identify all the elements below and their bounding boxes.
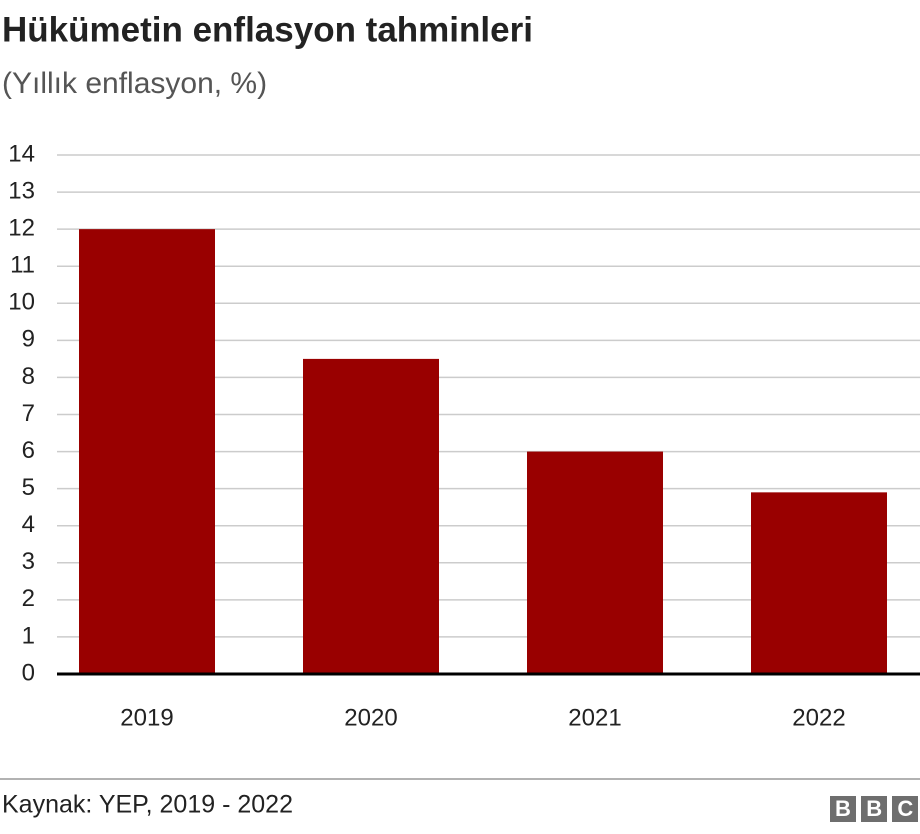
y-tick-label: 13 [8,177,35,204]
y-tick-label: 11 [10,252,35,279]
y-tick-label: 8 [22,363,35,390]
y-tick-label: 3 [22,548,35,575]
y-tick-label: 2 [22,585,35,612]
bar [79,229,215,674]
logo-box [861,796,887,822]
x-tick-label: 2021 [568,704,621,731]
logo-box [892,796,918,822]
bar [527,451,663,674]
chart-subtitle: (Yıllık enflasyon, %) [2,67,267,100]
y-tick-label: 6 [22,437,35,464]
chart-title: Hükümetin enflasyon tahminleri [2,10,533,49]
y-tick-label: 5 [22,474,35,501]
logo: BBC [830,796,920,822]
y-tick-label: 9 [22,326,35,353]
y-tick-label: 4 [22,511,35,538]
x-tick-label: 2020 [344,704,397,731]
logo-box [830,796,856,822]
bar [751,492,887,674]
x-tick-label: 2022 [792,704,845,731]
source: Kaynak: YEP, 2019 - 2022 [2,791,293,819]
bar [303,358,439,674]
y-tick-label: 7 [22,400,35,427]
x-tick-label: 2019 [120,704,173,731]
y-tick-label: 10 [8,289,35,316]
y-tick-label: 1 [22,622,35,649]
y-tick-label: 12 [8,214,35,241]
y-tick-label: 0 [22,659,35,686]
y-tick-label: 14 [8,140,35,167]
logo-text: BBC [835,796,920,821]
